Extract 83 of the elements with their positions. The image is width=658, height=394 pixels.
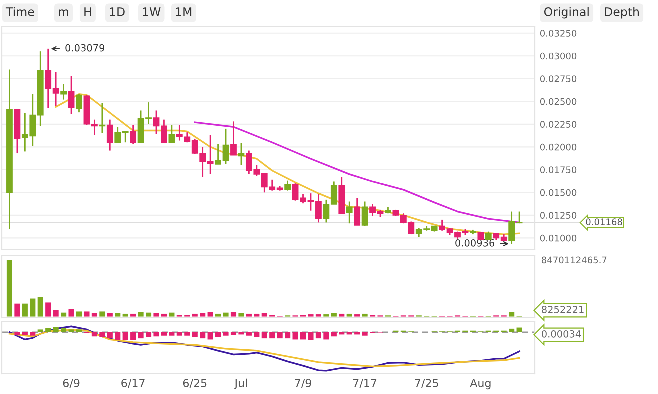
x-tick-label: 6/25: [183, 379, 207, 388]
bar: [200, 313, 206, 317]
bar: [22, 304, 28, 317]
y-tick-label: 0.02000: [540, 144, 577, 151]
x-tick-label: Aug: [470, 379, 491, 390]
candlestick: [354, 197, 361, 226]
bar: [100, 312, 106, 317]
candlestick: [346, 201, 353, 224]
bar: [38, 297, 44, 317]
y-tick-label: 0.01000: [540, 234, 577, 242]
bar: [115, 313, 121, 317]
bar: [154, 313, 160, 317]
y-tick-label: 0.03250: [540, 30, 577, 37]
bar: [230, 312, 237, 317]
bar: [362, 314, 368, 317]
text: 1W: [143, 8, 161, 16]
text: Time: [6, 7, 34, 16]
bar: [223, 312, 229, 317]
bar: [331, 313, 337, 317]
bar: [30, 298, 36, 317]
bar: [254, 314, 260, 317]
bar: [246, 314, 252, 317]
candlestick: [168, 124, 176, 144]
candlestick: [362, 201, 368, 228]
x-tick-label: 7/9: [295, 379, 312, 388]
bar: [161, 314, 167, 317]
annotation: 0.03079: [66, 44, 105, 52]
text: 8252221: [542, 306, 584, 314]
text: m: [59, 10, 68, 16]
bar: [46, 302, 52, 317]
text: 0.00034: [542, 330, 582, 338]
bar: [138, 312, 144, 317]
y-tick-label: 0.01250: [540, 212, 577, 219]
bar: [122, 314, 128, 317]
bar: [169, 312, 175, 317]
candlestick: [76, 94, 82, 114]
x-tick-label: Jul: [234, 378, 248, 390]
bar: [61, 312, 67, 317]
annotation: 0.00936: [456, 239, 495, 247]
x-tick-label: 6/17: [122, 379, 145, 388]
y-tick-label: 0.02250: [540, 121, 577, 128]
ref-line-label: 0.01168: [586, 218, 622, 226]
bar: [509, 312, 515, 317]
bar: [107, 313, 113, 317]
bar: [84, 312, 90, 317]
candlestick: [60, 84, 67, 101]
text: 1M: [176, 8, 192, 16]
text: 8470112465.7: [542, 256, 607, 264]
bar: [262, 313, 268, 317]
candlestick: [99, 102, 106, 134]
bar: [346, 314, 352, 317]
bar: [192, 314, 198, 317]
bar: [6, 260, 13, 317]
bar: [92, 313, 98, 317]
y-tick-label: 0.03000: [540, 52, 577, 60]
x-tick-label: 6/9: [63, 379, 80, 388]
bar: [339, 314, 345, 317]
text: Depth: [605, 7, 639, 19]
bar: [53, 310, 59, 317]
bar: [238, 313, 244, 317]
y-tick-label: 0.01500: [540, 189, 577, 196]
bar: [146, 312, 152, 317]
candlestick: [106, 119, 114, 152]
candlestick: [130, 124, 137, 146]
bar: [14, 304, 20, 317]
bar: [216, 314, 222, 317]
bar: [76, 312, 82, 317]
bar: [68, 309, 74, 317]
bar: [208, 312, 214, 317]
candlestick: [230, 120, 237, 156]
text: Original: [544, 7, 589, 19]
text: H: [84, 8, 92, 16]
y-tick-label: 0.02750: [540, 76, 577, 82]
y-tick-label: 0.02500: [540, 98, 577, 106]
line-series: [55, 94, 520, 236]
candlestick: [284, 180, 292, 192]
x-tick-label: 7/25: [415, 379, 438, 388]
bar: [130, 314, 136, 317]
y-tick-label: 0.01750: [540, 166, 577, 174]
candlestick: [238, 142, 245, 166]
x-tick-label: 7/17: [353, 379, 377, 388]
candlestick: [68, 75, 75, 116]
text: 1D: [110, 8, 125, 16]
